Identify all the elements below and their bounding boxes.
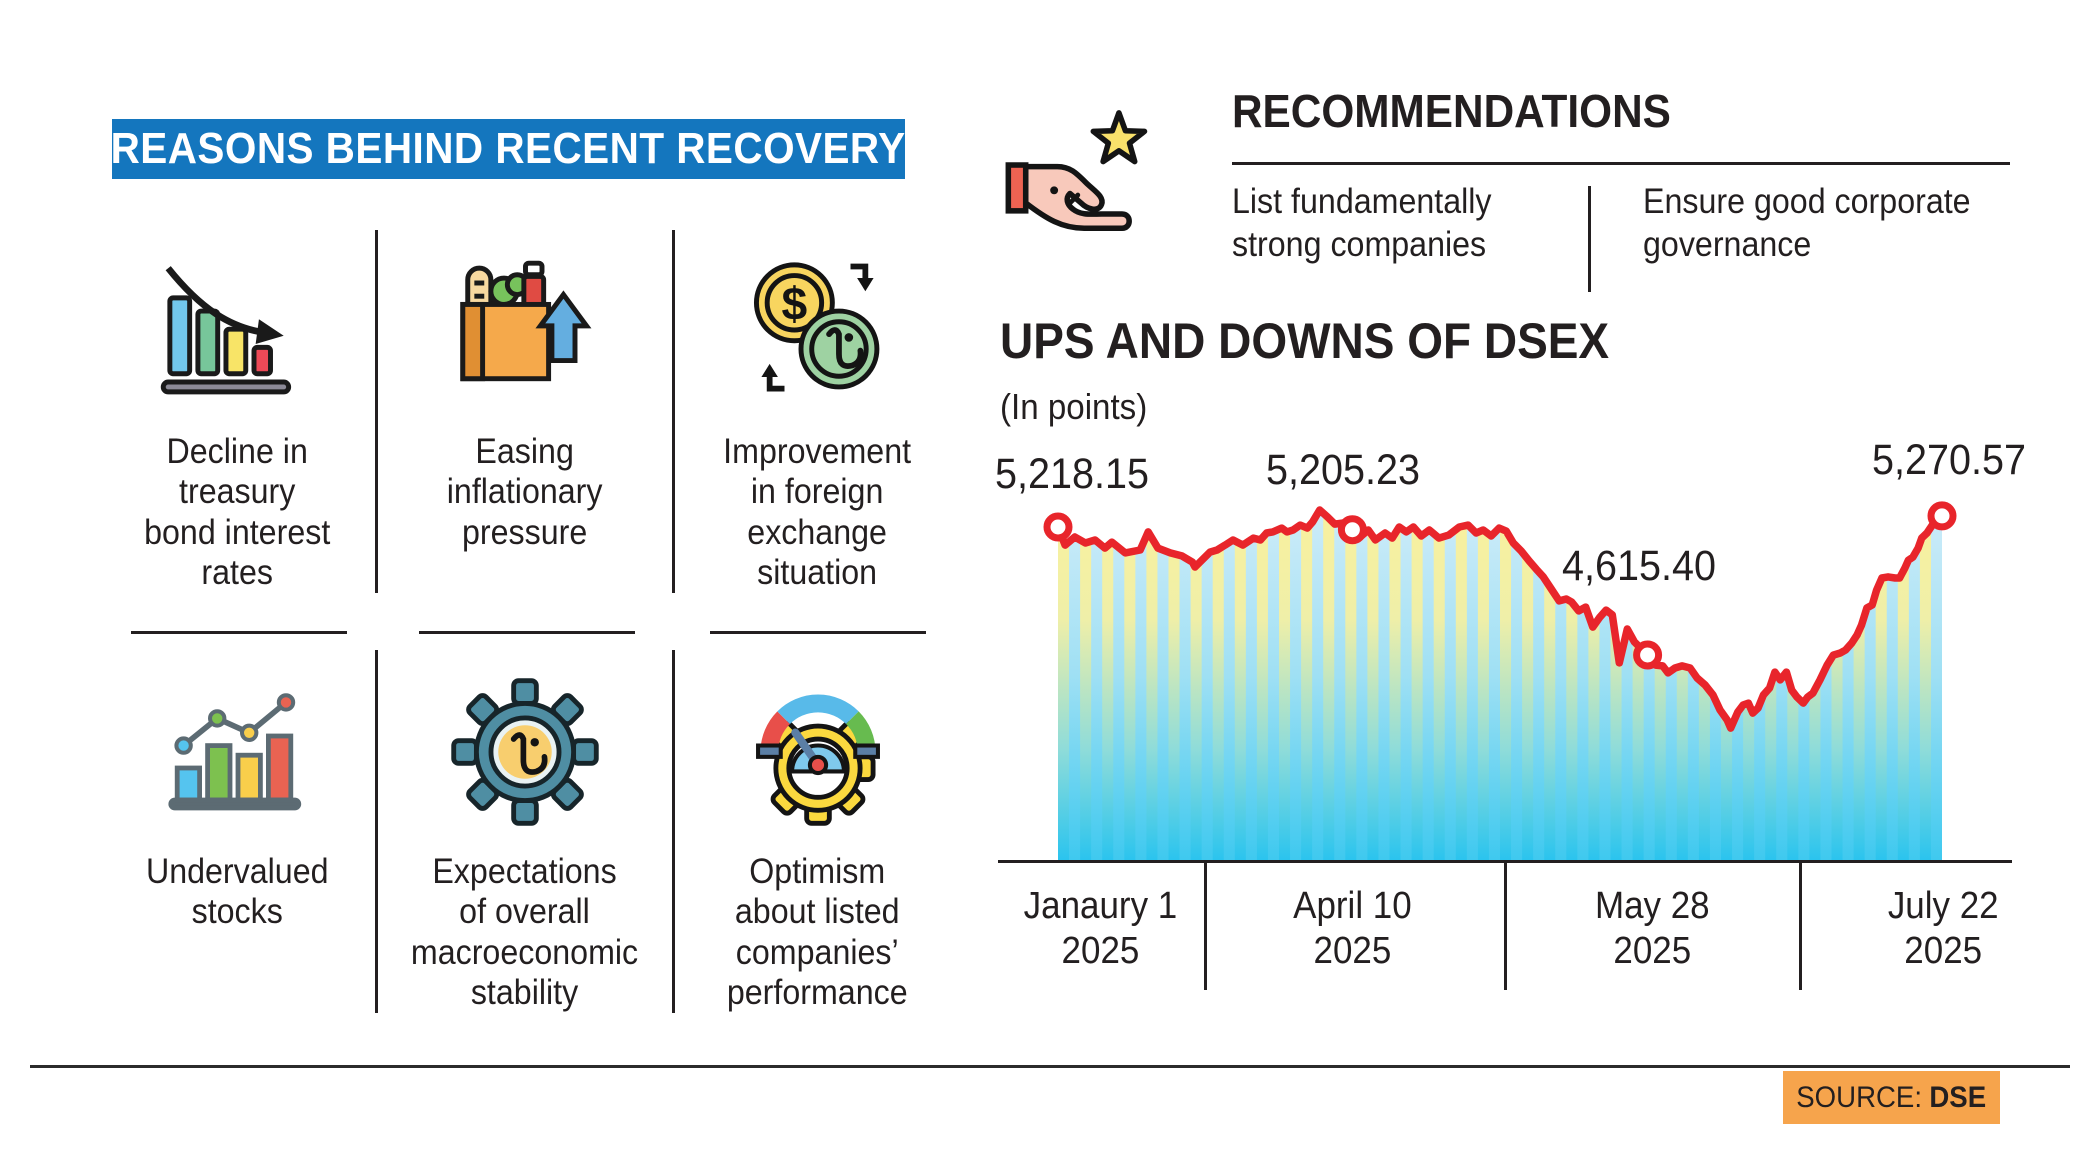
reason-item-treasury: Decline in treasury bond interest rates <box>100 230 378 593</box>
value-label-apr10: 5,205.23 <box>1266 446 1420 494</box>
x-axis-line <box>998 860 2012 863</box>
data-point-marker <box>1633 640 1663 670</box>
reason-label: Expectations of overall macroeconomic st… <box>411 852 639 1012</box>
reasons-header-title: REASONS BEHIND RECENT RECOVERY <box>110 124 907 173</box>
value-label-jul22: 5,270.57 <box>1872 436 2026 484</box>
value-label-may28: 4,615.40 <box>1562 542 1716 590</box>
reason-label: Undervalued stocks <box>146 852 329 932</box>
svg-text:$: $ <box>782 277 808 329</box>
dsex-markers <box>1043 501 1957 670</box>
x-axis-tick <box>1504 862 1507 990</box>
grocery-bag-up-arrow-icon <box>443 246 608 418</box>
gauge-gear-icon <box>737 666 899 838</box>
reason-item-optimism: Optimism about listed companies’ perform… <box>675 650 960 1013</box>
separator-line <box>418 631 635 634</box>
reason-label: Easing inflationary pressure <box>447 432 603 552</box>
data-point-marker <box>1043 512 1073 542</box>
data-point-marker <box>1337 515 1367 545</box>
x-axis-label-jan1: Janaury 1 2025 <box>1023 885 1177 972</box>
reason-label: Optimism about listed companies’ perform… <box>727 852 908 1012</box>
recommendation-item-2: Ensure good corporate governance <box>1643 182 1971 264</box>
footer-rule <box>30 1065 2070 1068</box>
x-axis-label-apr10: April 10 2025 <box>1292 885 1412 972</box>
gear-taka-icon <box>444 666 606 838</box>
recommendations-underline <box>1232 162 2010 165</box>
reason-label: Improvement in foreign exchange situatio… <box>723 432 912 592</box>
reasons-row-2: Undervalued stocks <box>100 650 960 1013</box>
dsex-line <box>1054 506 1946 732</box>
recommendations-title: RECOMMENDATIONS <box>1232 85 1671 137</box>
x-axis-tick <box>1204 862 1207 990</box>
reason-label: Decline in treasury bond interest rates <box>144 432 331 592</box>
rising-bars-line-icon <box>158 666 318 838</box>
reasons-header-banner: REASONS BEHIND RECENT RECOVERY <box>110 119 907 179</box>
row-separators <box>100 631 960 634</box>
x-axis-label-jul22: July 22 2025 <box>1887 885 1999 972</box>
source-text: SOURCE: DSE <box>1796 1080 1987 1114</box>
x-axis-tick <box>1799 862 1802 990</box>
separator-line <box>709 631 926 634</box>
reason-item-macro: Expectations of overall macroeconomic st… <box>378 650 675 1013</box>
x-axis-label-may28: May 28 2025 <box>1594 885 1710 972</box>
hand-star-icon <box>1002 92 1160 262</box>
reasons-row-1: Decline in treasury bond interest rates <box>100 230 960 593</box>
currency-exchange-icon: $ <box>735 246 900 418</box>
recommendation-item-1: List fundamentally strong companies <box>1232 182 1492 264</box>
separator-line <box>131 631 347 634</box>
dsex-area-chart <box>1043 501 1957 860</box>
chart-subtitle: (In points) <box>1000 386 1148 427</box>
reason-item-inflation: Easing inflationary pressure <box>378 230 675 593</box>
declining-bars-icon <box>155 246 320 418</box>
data-point-marker <box>1927 501 1957 531</box>
reason-item-undervalued: Undervalued stocks <box>100 650 378 1013</box>
value-label-jan1: 5,218.15 <box>995 450 1149 498</box>
recommendations-divider <box>1588 186 1591 292</box>
source-badge: SOURCE: DSE <box>1783 1071 2000 1124</box>
chart-title: UPS AND DOWNS OF DSEX <box>1000 313 1610 369</box>
reason-item-forex: $ Improvement in foreign exchange situat… <box>675 230 960 593</box>
